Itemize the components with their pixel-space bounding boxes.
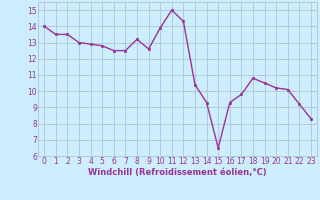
X-axis label: Windchill (Refroidissement éolien,°C): Windchill (Refroidissement éolien,°C) [88,168,267,177]
